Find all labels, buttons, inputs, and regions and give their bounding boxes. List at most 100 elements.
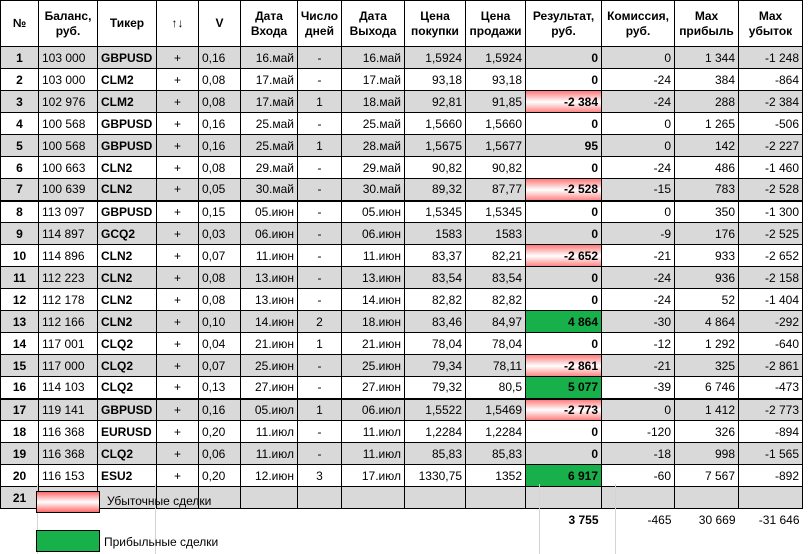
days-cell[interactable]: -	[297, 199, 342, 223]
days-cell[interactable]: 1	[297, 332, 342, 355]
total-max-loss[interactable]: -31 646	[738, 508, 803, 531]
max-loss-cell[interactable]: -2 652	[738, 244, 803, 267]
sell-price-cell[interactable]: 1352	[465, 464, 526, 487]
exit-date-cell[interactable]: 11.июн	[341, 244, 405, 267]
balance-cell[interactable]: 114 896	[38, 244, 98, 267]
balance-cell[interactable]: 100 568	[38, 134, 98, 157]
max-loss-cell[interactable]: -2 528	[738, 178, 803, 201]
direction-cell[interactable]: +	[156, 310, 199, 333]
sell-price-cell[interactable]: 87,77	[465, 178, 526, 201]
days-cell[interactable]: -	[297, 288, 342, 311]
row-number[interactable]: 2	[0, 68, 39, 91]
max-loss-cell[interactable]: -1 248	[738, 46, 803, 69]
days-cell[interactable]: -	[297, 156, 342, 179]
volume-cell[interactable]: 0,08	[198, 288, 241, 311]
sell-price-cell[interactable]: 82,21	[465, 244, 526, 267]
buy-price-cell[interactable]: 1,5675	[404, 134, 466, 157]
volume-cell[interactable]: 0,13	[198, 376, 241, 399]
entry-date-cell[interactable]: 25.май	[240, 134, 298, 157]
direction-cell[interactable]: +	[156, 156, 199, 179]
row-number[interactable]: 21	[0, 486, 39, 509]
commission-cell[interactable]: -60	[601, 464, 675, 487]
commission-cell[interactable]: -24	[601, 266, 675, 289]
max-profit-cell[interactable]: 1 412	[674, 397, 739, 421]
ticker-cell[interactable]: CLM2	[97, 90, 157, 113]
exit-date-cell[interactable]: 27.июн	[341, 376, 405, 399]
ticker-cell[interactable]: EURUSD	[97, 420, 157, 443]
max-profit-cell[interactable]: 384	[674, 68, 739, 91]
max-loss-cell[interactable]: -1 404	[738, 288, 803, 311]
entry-date-cell[interactable]: 11.июл	[240, 442, 298, 465]
volume-cell[interactable]: 0,16	[198, 112, 241, 135]
sell-price-cell[interactable]: 1,5469	[465, 397, 526, 421]
result-cell[interactable]: 0	[525, 266, 602, 289]
row-number[interactable]: 8	[0, 199, 39, 223]
entry-date-cell[interactable]: 11.июн	[240, 244, 298, 267]
volume-cell[interactable]: 0,15	[198, 199, 241, 223]
balance-cell[interactable]: 100 639	[38, 178, 98, 201]
ticker-cell[interactable]: ESU2	[97, 464, 157, 487]
buy-price-cell[interactable]: 83,46	[404, 310, 466, 333]
exit-date-cell[interactable]: 18.июн	[341, 310, 405, 333]
entry-date-cell[interactable]: 29.май	[240, 156, 298, 179]
sell-price-cell[interactable]: 83,54	[465, 266, 526, 289]
total-result[interactable]: 3 755	[525, 508, 602, 531]
commission-cell[interactable]: -21	[601, 354, 675, 377]
max-loss-cell[interactable]: -2 158	[738, 266, 803, 289]
commission-cell[interactable]: 0	[601, 134, 675, 157]
buy-price-cell[interactable]: 1583	[404, 222, 466, 245]
entry-date-cell[interactable]: 06.июн	[240, 222, 298, 245]
entry-date-cell[interactable]: 11.июл	[240, 420, 298, 443]
balance-cell[interactable]: 100 663	[38, 156, 98, 179]
exit-date-cell[interactable]: 16.май	[341, 46, 405, 69]
commission-cell[interactable]: -30	[601, 310, 675, 333]
commission-cell[interactable]: -9	[601, 222, 675, 245]
ticker-cell[interactable]: GBPUSD	[97, 112, 157, 135]
exit-date-cell[interactable]: 06.июл	[341, 397, 405, 421]
max-loss-cell[interactable]: -2 227	[738, 134, 803, 157]
result-cell[interactable]: 0	[525, 199, 602, 223]
ticker-cell[interactable]: CLN2	[97, 288, 157, 311]
exit-date-cell[interactable]: 30.май	[341, 178, 405, 201]
buy-price-cell[interactable]: 83,37	[404, 244, 466, 267]
result-cell[interactable]: -2 528	[525, 178, 602, 201]
buy-price-cell[interactable]: 89,32	[404, 178, 466, 201]
volume-cell[interactable]: 0,08	[198, 156, 241, 179]
volume-cell[interactable]: 0,16	[198, 397, 241, 421]
max-profit-cell[interactable]: 783	[674, 178, 739, 201]
exit-date-cell[interactable]: 11.июл	[341, 442, 405, 465]
buy-price-cell[interactable]: 93,18	[404, 68, 466, 91]
buy-price-cell[interactable]: 79,34	[404, 354, 466, 377]
sell-price-cell[interactable]: 1583	[465, 222, 526, 245]
buy-price-cell[interactable]: 1,5345	[404, 199, 466, 223]
commission-cell[interactable]: -21	[601, 244, 675, 267]
buy-price-cell[interactable]: 92,81	[404, 90, 466, 113]
max-loss-cell[interactable]: -1 460	[738, 156, 803, 179]
exit-date-cell[interactable]: 14.июн	[341, 288, 405, 311]
days-cell[interactable]: -	[297, 112, 342, 135]
entry-date-cell[interactable]: 25.май	[240, 112, 298, 135]
buy-price-cell[interactable]: 1,5660	[404, 112, 466, 135]
max-profit-cell[interactable]: 52	[674, 288, 739, 311]
ticker-cell[interactable]: CLN2	[97, 244, 157, 267]
max-profit-cell[interactable]: 4 864	[674, 310, 739, 333]
column-header[interactable]: V	[198, 0, 241, 47]
column-header[interactable]: Цена продажи	[465, 0, 526, 47]
volume-cell[interactable]: 0,03	[198, 222, 241, 245]
row-number[interactable]: 10	[0, 244, 39, 267]
direction-cell[interactable]: +	[156, 442, 199, 465]
max-profit-cell[interactable]: 288	[674, 90, 739, 113]
row-number[interactable]: 1	[0, 46, 39, 69]
ticker-cell[interactable]: GBPUSD	[97, 199, 157, 223]
days-cell[interactable]: -	[297, 46, 342, 69]
buy-price-cell[interactable]: 79,32	[404, 376, 466, 399]
max-profit-cell[interactable]: 1 344	[674, 46, 739, 69]
commission-cell[interactable]: -120	[601, 420, 675, 443]
balance-cell[interactable]: 113 097	[38, 199, 98, 223]
balance-cell[interactable]: 116 153	[38, 464, 98, 487]
column-header[interactable]: Баланс, руб.	[38, 0, 98, 47]
entry-date-cell[interactable]: 05.июл	[240, 397, 298, 421]
commission-cell[interactable]: 0	[601, 112, 675, 135]
entry-date-cell[interactable]: 30.май	[240, 178, 298, 201]
buy-price-cell[interactable]: 82,82	[404, 288, 466, 311]
